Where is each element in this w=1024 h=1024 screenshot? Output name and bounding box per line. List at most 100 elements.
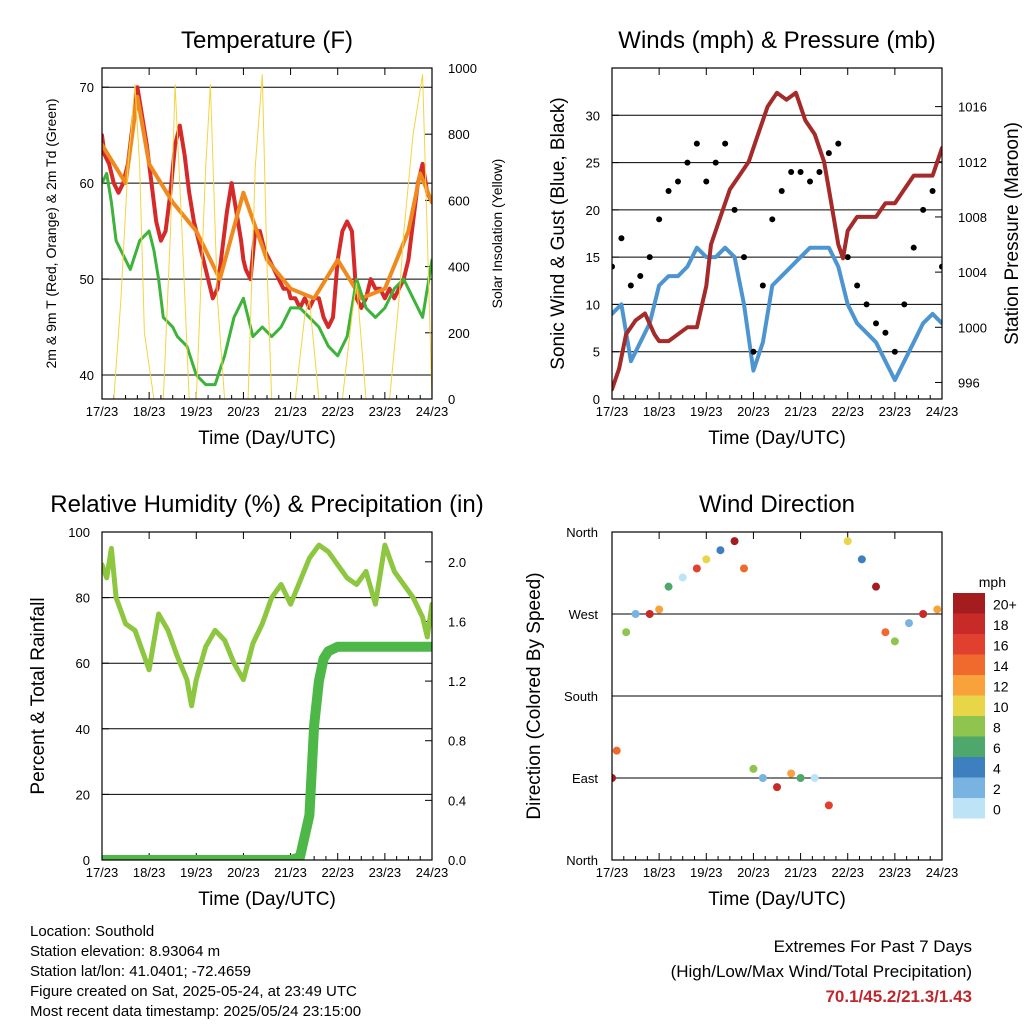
gust-point <box>684 159 691 166</box>
gust-point <box>863 301 870 308</box>
x-tick-label: 18/23 <box>643 404 676 419</box>
x-tick-label: 23/23 <box>879 865 912 880</box>
x-tick-label: 24/23 <box>416 404 449 419</box>
legend-swatch <box>953 634 985 655</box>
direction-point <box>758 774 767 782</box>
direction-point <box>740 564 748 573</box>
gust-point <box>807 178 813 185</box>
y-tick-label: 50 <box>80 272 94 287</box>
direction-point <box>890 637 899 646</box>
gust-point <box>891 348 898 355</box>
gust-point <box>854 282 861 289</box>
x-tick-label: 22/23 <box>321 404 354 419</box>
gust-point <box>712 159 719 166</box>
x-tick-label: 21/23 <box>274 865 307 880</box>
direction-point <box>749 764 758 773</box>
x-tick-label: 19/23 <box>180 404 213 419</box>
direction-point <box>612 746 621 755</box>
station-latlon: Station lat/lon: 41.0401; -72.4659 <box>30 963 252 980</box>
station-elevation: Station elevation: 8.93064 m <box>30 943 221 960</box>
direction-point <box>796 774 805 782</box>
y-right-tick-label: 1016 <box>958 100 987 115</box>
x-axis-label: Time (Day/UTC) <box>198 889 336 910</box>
y-right-tick-label: 200 <box>448 326 470 341</box>
direction-point <box>787 769 796 778</box>
y-right-tick-label: 1000 <box>958 320 987 335</box>
y-right-axis-label: Station Pressure (Maroon) <box>1002 122 1023 345</box>
y-right-tick-label: 600 <box>448 193 470 208</box>
plot-area <box>102 542 432 860</box>
gust-point <box>910 244 917 251</box>
x-tick-label: 18/23 <box>133 404 166 419</box>
plot-border <box>101 531 433 861</box>
gust-point <box>665 187 672 194</box>
legend-swatch <box>953 675 985 696</box>
x-tick-label: 17/23 <box>86 404 119 419</box>
x-tick-label: 17/23 <box>596 865 629 880</box>
gust-point <box>675 178 681 185</box>
series-total-precipitation <box>102 641 432 860</box>
gust-point <box>750 348 757 355</box>
legend-label: 6 <box>993 740 1001 756</box>
legend-swatch <box>953 798 985 819</box>
legend-label: 14 <box>993 658 1009 674</box>
y-tick-label: North <box>566 853 598 868</box>
legend-swatch <box>953 593 985 614</box>
extremes-values: 70.1/45.2/21.3/1.43 <box>825 987 972 1006</box>
gust-point <box>627 282 634 289</box>
y-axis-label: Sonic Wind & Gust (Blue, Black) <box>548 97 569 369</box>
y-tick-label: 70 <box>80 80 94 95</box>
legend-label: 16 <box>993 638 1009 654</box>
gust-point <box>873 320 879 327</box>
y-right-tick-label: 1008 <box>958 210 987 225</box>
gust-point <box>656 216 663 223</box>
x-tick-label: 21/23 <box>274 404 307 419</box>
y-tick-label: 100 <box>68 525 90 540</box>
x-tick-label: 22/23 <box>831 404 864 419</box>
chart-title: Wind Direction <box>699 491 855 518</box>
legend-swatch <box>953 695 985 716</box>
extremes-box: Extremes For Past 7 Days (High/Low/Max W… <box>671 934 972 1009</box>
direction-point <box>824 801 833 810</box>
gust-point <box>693 140 700 147</box>
gust-point <box>882 329 889 336</box>
direction-point <box>857 555 866 564</box>
gust-point <box>825 150 832 157</box>
y-tick-label: 40 <box>76 722 90 737</box>
y-right-tick-label: 0 <box>448 392 455 407</box>
y-right-tick-label: 1012 <box>958 155 987 170</box>
gust-point <box>835 140 842 147</box>
data-timestamp: Most recent data timestamp: 2025/05/24 2… <box>30 1003 362 1020</box>
y-axis-label: Percent & Total Rainfall <box>28 597 49 794</box>
direction-point <box>692 564 701 573</box>
chart-title: Winds (mph) & Pressure (mb) <box>618 27 935 54</box>
legend-label: 20+ <box>993 597 1017 613</box>
x-tick-label: 24/23 <box>416 865 449 880</box>
legend-label: 8 <box>993 720 1001 736</box>
direction-point <box>716 546 725 555</box>
y-axis-label: 2m & 9m T (Red, Orange) & 2m Td (Green) <box>43 99 59 369</box>
x-tick-label: 22/23 <box>831 865 864 880</box>
y-right-tick-label: 2.0 <box>448 555 466 570</box>
legend-label: 0 <box>993 802 1001 818</box>
y-tick-label: 0 <box>593 392 600 407</box>
y-tick-label: East <box>572 771 598 786</box>
y-right-tick-label: 1.2 <box>448 674 466 689</box>
series-sonic-wind <box>612 245 942 383</box>
direction-point <box>773 783 781 792</box>
direction-point <box>919 610 928 618</box>
direction-point <box>730 537 739 546</box>
gust-point <box>646 254 653 261</box>
legend-label: 2 <box>993 781 1001 797</box>
direction-point <box>702 555 711 564</box>
x-tick-label: 20/23 <box>227 865 260 880</box>
y-tick-label: 15 <box>586 250 600 265</box>
x-tick-label: 24/23 <box>926 404 959 419</box>
y-right-axis-label: Solar Insolation (Yellow) <box>489 159 505 309</box>
direction-point <box>622 628 631 637</box>
y-axis-label: Direction (Colored By Speed) <box>524 572 545 819</box>
x-tick-label: 20/23 <box>737 865 770 880</box>
plot-area <box>612 537 942 810</box>
plot-area <box>612 90 942 392</box>
y-tick-label: 30 <box>586 108 600 123</box>
